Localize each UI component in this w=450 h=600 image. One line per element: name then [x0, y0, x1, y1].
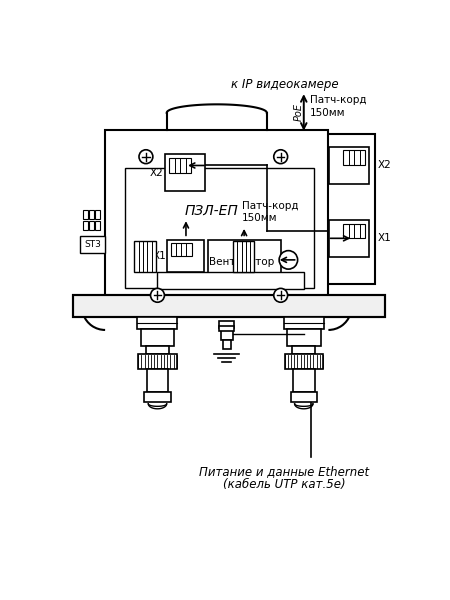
Bar — [219, 322, 234, 328]
Bar — [95, 221, 100, 230]
Bar — [158, 272, 304, 289]
Bar — [329, 146, 369, 184]
Text: Патч-корд
150мм: Патч-корд 150мм — [242, 201, 299, 223]
Text: Питание и данные Ethernet: Питание и данные Ethernet — [199, 466, 369, 479]
Bar — [83, 210, 88, 219]
Bar — [125, 168, 314, 287]
Bar — [223, 340, 230, 349]
Bar — [325, 134, 375, 284]
Circle shape — [279, 251, 297, 269]
Text: X2: X2 — [378, 160, 392, 170]
Circle shape — [151, 289, 164, 302]
Bar — [89, 221, 94, 230]
Bar — [284, 317, 324, 329]
Bar — [291, 392, 317, 401]
Circle shape — [274, 289, 288, 302]
Bar — [140, 329, 175, 346]
Circle shape — [274, 150, 288, 164]
Bar — [105, 130, 328, 307]
Bar — [135, 241, 156, 272]
Text: Патч-корд
150мм: Патч-корд 150мм — [310, 95, 366, 118]
Text: X1: X1 — [152, 251, 166, 261]
Bar — [138, 354, 177, 369]
Bar — [147, 369, 168, 392]
Bar — [343, 151, 365, 165]
Circle shape — [139, 150, 153, 164]
Text: ST3: ST3 — [84, 240, 101, 249]
Bar — [287, 329, 321, 346]
Bar — [89, 210, 94, 219]
Bar — [220, 326, 233, 340]
Text: к IP видеокамере: к IP видеокамере — [231, 78, 338, 91]
Bar — [233, 241, 255, 272]
Bar — [73, 295, 385, 317]
Bar — [284, 354, 323, 369]
Bar — [292, 346, 315, 354]
Bar — [167, 240, 204, 272]
Bar — [146, 346, 169, 354]
Bar — [171, 243, 192, 256]
Bar — [293, 369, 315, 392]
Text: PoE: PoE — [293, 103, 303, 121]
Text: X2: X2 — [150, 168, 164, 178]
Text: X1: X1 — [378, 233, 392, 244]
Bar — [83, 221, 88, 230]
Bar — [144, 392, 171, 401]
Bar — [169, 158, 191, 173]
Bar — [207, 240, 281, 280]
Bar — [81, 236, 105, 253]
Bar — [73, 295, 385, 317]
Text: (кабель UTP кат.5e): (кабель UTP кат.5e) — [223, 478, 346, 491]
Text: Вентилятор: Вентилятор — [209, 257, 274, 267]
Bar — [165, 154, 205, 191]
Bar — [343, 224, 365, 238]
Bar — [329, 220, 369, 257]
Bar — [219, 326, 234, 331]
Bar — [95, 210, 100, 219]
Bar — [137, 317, 177, 329]
Text: ПЗЛ-ЕП: ПЗЛ-ЕП — [184, 203, 238, 218]
